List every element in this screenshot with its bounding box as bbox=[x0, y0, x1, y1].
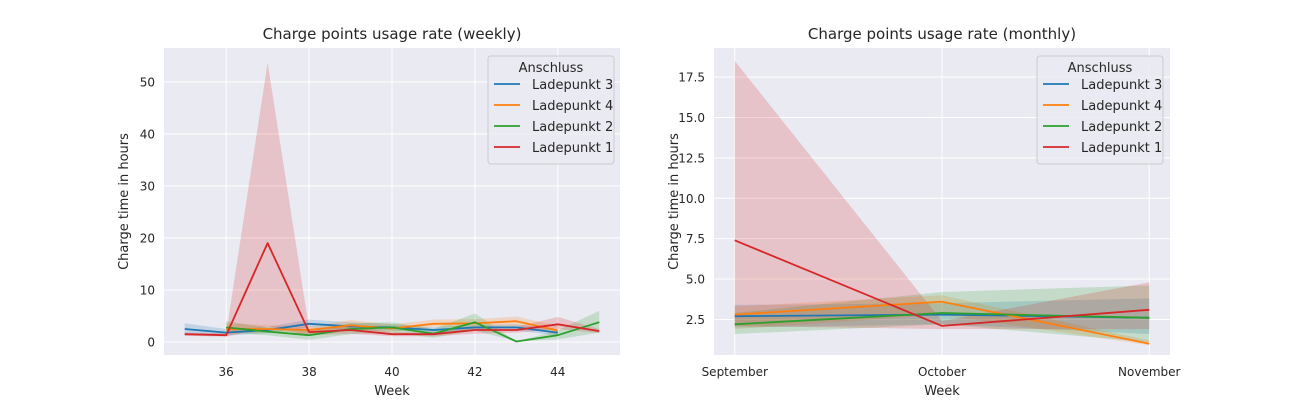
x-tick-label: November bbox=[1118, 365, 1180, 379]
y-tick-label: 2.5 bbox=[686, 313, 705, 327]
series-band-4 bbox=[734, 60, 1150, 330]
y-tick-label: 15.0 bbox=[678, 111, 705, 125]
y-tick-label: 20 bbox=[140, 231, 155, 245]
chart-title: Charge points usage rate (monthly) bbox=[808, 25, 1076, 43]
legend: Anschluss Ladepunkt 3 Ladepunkt 4 Ladepunkt… bbox=[487, 55, 615, 165]
legend-label-4: Ladepunkt 1 bbox=[532, 141, 613, 156]
series-line-3 bbox=[734, 312, 1150, 326]
series-band-4 bbox=[184, 62, 600, 337]
y-tick-label: 30 bbox=[140, 179, 155, 193]
chart-title: Charge points usage rate (weekly) bbox=[263, 25, 522, 43]
chart-panel-1: 36 38 40 42 44 0 10 20 30 40 50 Charge points usage… bbox=[117, 25, 620, 399]
legend-label-1: Ladepunkt 3 bbox=[532, 78, 613, 93]
x-tick-label: September bbox=[702, 365, 768, 379]
x-axis-label: Week bbox=[374, 384, 410, 399]
chart-panel-2: September October November 2.5 5.0 7.5 10.0 12.… bbox=[667, 25, 1181, 399]
y-tick-label: 10.0 bbox=[678, 192, 705, 206]
y-tick-label: 5.0 bbox=[686, 273, 705, 287]
legend-label-4: Ladepunkt 1 bbox=[1081, 141, 1162, 156]
x-tick-label: 36 bbox=[219, 365, 234, 379]
x-tick-label: 42 bbox=[467, 365, 482, 379]
y-tick-label: 7.5 bbox=[686, 232, 705, 246]
y-axis-label: Charge time in hours bbox=[117, 133, 132, 270]
series-line-2 bbox=[734, 300, 1150, 345]
legend: Anschluss Ladepunkt 3 Ladepunkt 4 Ladepunkt… bbox=[1036, 55, 1164, 165]
y-tick-label: 50 bbox=[140, 75, 155, 89]
series-line-4 bbox=[734, 239, 1150, 327]
x-tick-label: 38 bbox=[301, 365, 316, 379]
x-tick-label: 44 bbox=[550, 365, 565, 379]
series-line-3 bbox=[226, 321, 600, 343]
y-tick-label: 0 bbox=[147, 335, 155, 349]
legend-label-1: Ladepunkt 3 bbox=[1081, 78, 1162, 93]
series-line-4 bbox=[184, 242, 600, 337]
legend-box bbox=[1036, 55, 1164, 165]
y-axis-label: Charge time in hours bbox=[667, 133, 682, 270]
x-tick-label: 40 bbox=[384, 365, 399, 379]
legend-title: Anschluss bbox=[1068, 61, 1133, 76]
y-tick-label: 12.5 bbox=[678, 151, 705, 165]
legend-box bbox=[487, 55, 615, 165]
legend-label-3: Ladepunkt 2 bbox=[1081, 120, 1162, 135]
y-tick-label: 17.5 bbox=[678, 71, 705, 85]
x-axis-label: Week bbox=[924, 384, 960, 399]
legend-label-3: Ladepunkt 2 bbox=[532, 120, 613, 135]
legend-label-2: Ladepunkt 4 bbox=[1081, 99, 1162, 114]
y-tick-label: 40 bbox=[140, 127, 155, 141]
series-line-2 bbox=[226, 320, 558, 332]
legend-title: Anschluss bbox=[519, 61, 584, 76]
x-tick-label: October bbox=[918, 365, 966, 379]
legend-label-2: Ladepunkt 4 bbox=[532, 99, 613, 114]
y-tick-label: 10 bbox=[140, 283, 155, 297]
